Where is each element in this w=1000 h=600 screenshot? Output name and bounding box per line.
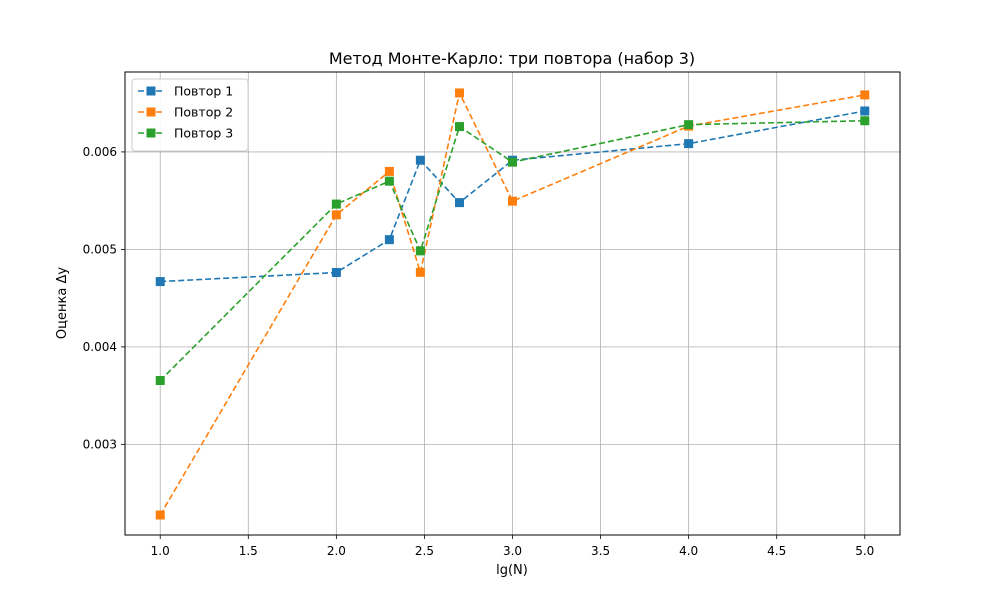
legend-label: Повтор 1: [174, 84, 233, 99]
legend-label: Повтор 2: [174, 105, 233, 120]
data-point: [415, 246, 425, 256]
data-point: [454, 88, 464, 98]
y-tick-label: 0.005: [83, 242, 117, 256]
x-tick-label: 3.0: [503, 544, 522, 558]
data-point: [415, 267, 425, 277]
x-tick-label: 1.0: [151, 544, 170, 558]
data-point: [684, 120, 694, 130]
data-point: [155, 277, 165, 287]
data-point: [155, 510, 165, 520]
x-tick-label: 4.5: [767, 544, 786, 558]
legend: Повтор 1 Повтор 2 Повтор 3: [131, 78, 249, 152]
y-tick-label: 0.006: [83, 145, 117, 159]
axis-ticks: 1.0 1.5 2.0 2.5 3.0 3.5 4.0 4.5 5.0 0.003 0.004 0.0…: [83, 145, 875, 558]
data-point: [860, 90, 870, 100]
x-tick-label: 2.0: [327, 544, 346, 558]
chart-title: Метод Монте-Карло: три повтора (набор 3): [329, 49, 695, 68]
data-point: [684, 139, 694, 149]
data-point: [331, 210, 341, 220]
legend-marker: [146, 128, 156, 138]
legend-item: Повтор 2: [138, 105, 233, 120]
data-point: [331, 268, 341, 278]
legend-label: Повтор 3: [174, 126, 233, 141]
data-point: [860, 116, 870, 126]
x-tick-label: 3.5: [591, 544, 610, 558]
y-axis-label: Оценка Δy: [55, 267, 70, 339]
grid: [125, 72, 900, 535]
x-tick-label: 4.0: [679, 544, 698, 558]
x-tick-label: 2.5: [415, 544, 434, 558]
data-point: [384, 176, 394, 186]
data-point: [508, 157, 517, 167]
data-point: [454, 122, 464, 132]
y-tick-label: 0.004: [83, 340, 117, 354]
y-tick-label: 0.003: [83, 437, 117, 451]
data-point: [384, 166, 394, 176]
data-point: [454, 198, 464, 208]
data-point: [508, 196, 517, 206]
x-tick-label: 1.5: [239, 544, 258, 558]
legend-marker: [146, 86, 156, 96]
series-group: [155, 88, 870, 520]
data-point: [860, 106, 870, 116]
data-point: [415, 155, 425, 165]
data-point: [384, 235, 394, 245]
legend-item: Повтор 1: [138, 84, 233, 99]
x-tick-label: 5.0: [855, 544, 874, 558]
legend-marker: [146, 107, 156, 117]
legend-item: Повтор 3: [138, 126, 233, 141]
series-line: [159, 90, 865, 516]
x-axis-label: lg(N): [496, 563, 528, 578]
data-point: [155, 376, 165, 386]
data-point: [331, 199, 341, 209]
series-3: [155, 116, 870, 386]
